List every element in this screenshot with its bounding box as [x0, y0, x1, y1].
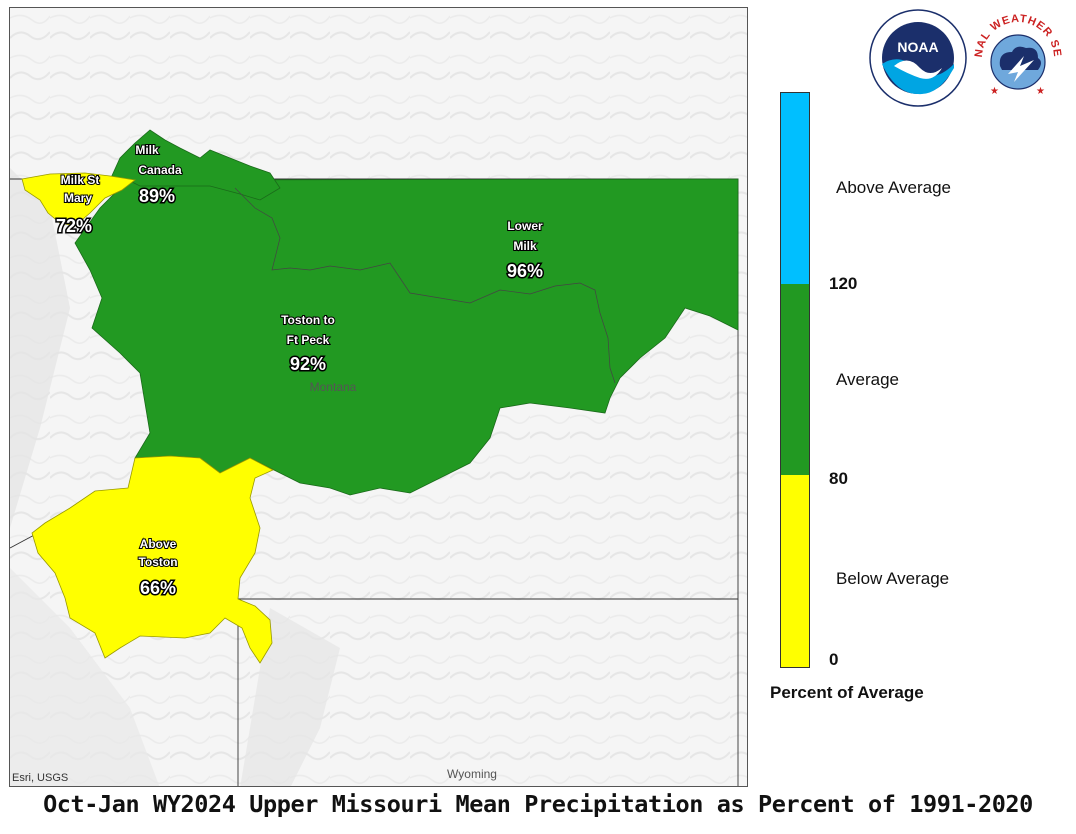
- terrain-shade: [10, 568, 160, 786]
- region-percent: 92%: [290, 354, 326, 374]
- region-name-line: Mary: [64, 191, 92, 205]
- region-label-milk-canada: Milk Canada 89%: [134, 142, 183, 208]
- noaa-logo-icon: NOAA: [869, 9, 967, 107]
- region-toston-to-ft-peck[interactable]: [74, 178, 739, 496]
- nws-logo-icon: NATIONAL WEATHER SERVICE ★ ★: [963, 0, 1066, 106]
- region-label-above-toston: Above Toston 66%: [137, 536, 178, 600]
- map-attribution: Esri, USGS: [12, 772, 69, 784]
- map-canvas: Milk St Mary 72% Milk Canada 89% Lower M…: [10, 8, 747, 786]
- legend-label-below-average: Below Average: [836, 569, 950, 588]
- region-milk-canada[interactable]: [109, 129, 281, 201]
- basin-boundaries: [234, 187, 616, 384]
- region-label-toston-to-ft-peck: Toston to Ft Peck 92%: [280, 312, 336, 376]
- map-panel: Milk St Mary 72% Milk Canada 89% Lower M…: [9, 7, 748, 787]
- region-name-line: Lower: [507, 219, 543, 233]
- star-icon: ★: [990, 86, 999, 97]
- region-label-milk-st-mary: Milk St Mary 72%: [54, 172, 100, 238]
- region-percent: 96%: [507, 261, 543, 281]
- region-percent: 89%: [139, 186, 175, 206]
- region-percent: 72%: [56, 216, 92, 236]
- region-name-line: Milk St: [61, 173, 100, 187]
- map-title: Oct-Jan WY2024 Upper Missouri Mean Preci…: [43, 790, 1033, 818]
- terrain-shade: [10, 168, 70, 528]
- noaa-logo: NOAA: [868, 8, 968, 108]
- region-name-line: Ft Peck: [287, 333, 330, 347]
- region-name-line: Milk: [135, 143, 159, 157]
- place-label-wyoming: Wyoming: [447, 767, 497, 781]
- region-name-line: Milk: [513, 239, 537, 253]
- star-icon: ★: [1036, 86, 1045, 97]
- legend-label-above-average: Above Average: [836, 178, 951, 197]
- noaa-logo-text: NOAA: [897, 39, 938, 55]
- legend-colorbar: [780, 92, 810, 668]
- legend-swatch-below-average: [781, 475, 809, 667]
- legend-swatch-average: [781, 284, 809, 475]
- nws-logo: NATIONAL WEATHER SERVICE ★ ★: [963, 0, 1068, 108]
- legend-tick-80: 80: [829, 469, 848, 488]
- legend-title: Percent of Average: [770, 683, 924, 702]
- legend-tick-120: 120: [829, 274, 858, 293]
- region-above-toston[interactable]: [31, 455, 274, 664]
- place-label-montana: Montana: [310, 380, 357, 394]
- legend-swatch-above-average: [781, 93, 809, 284]
- region-name-line: Above: [140, 537, 177, 551]
- region-percent: 66%: [140, 578, 176, 598]
- region-label-lower-milk: Lower Milk 96%: [505, 218, 544, 283]
- legend-label-average: Average: [836, 370, 900, 389]
- region-name-line: Toston: [138, 555, 177, 569]
- region-name-line: Toston to: [281, 313, 335, 327]
- region-milk-st-mary[interactable]: [21, 172, 136, 227]
- region-name-line: Canada: [138, 163, 182, 177]
- legend-tick-0: 0: [829, 650, 839, 669]
